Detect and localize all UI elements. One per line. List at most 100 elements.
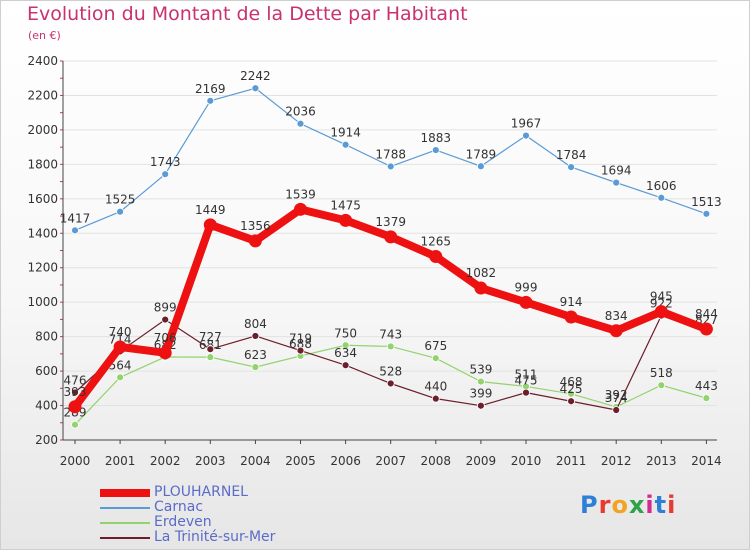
data-point-plouharnel: [519, 295, 533, 309]
legend-label: La Trinité-sur-Mer: [154, 529, 276, 545]
y-tick-label: 2000: [27, 123, 58, 137]
x-tick-label: 2001: [105, 454, 136, 468]
logo-letter: o: [611, 491, 629, 519]
data-label-erdeven: 539: [469, 363, 492, 377]
proxiti-logo: Proxiti: [580, 491, 676, 519]
data-label-plouharnel: 1265: [421, 235, 452, 249]
data-label-la-trinite-sur-mer: 634: [334, 346, 357, 360]
data-label-plouharnel: 1539: [285, 187, 316, 201]
data-label-erdeven: 743: [379, 327, 402, 341]
data-point-plouharnel: [248, 234, 262, 248]
data-label-erdeven: 468: [560, 375, 583, 389]
data-label-erdeven: 750: [334, 326, 357, 340]
x-tick-label: 2013: [646, 454, 677, 468]
data-point-erdeven: [71, 420, 79, 429]
x-tick-label: 2005: [285, 454, 316, 468]
data-point-carnac: [612, 178, 621, 187]
logo-letter: P: [580, 491, 599, 519]
data-point-plouharnel: [564, 310, 578, 324]
y-tick-label: 2200: [27, 88, 58, 102]
chart-subtitle: (en €): [28, 29, 61, 42]
data-point-plouharnel: [384, 230, 398, 244]
logo-letter: r: [598, 491, 612, 519]
data-label-la-trinite-sur-mer: 476: [64, 373, 87, 387]
x-tick-label: 2011: [556, 454, 587, 468]
data-point-la-trinite-sur-mer: [206, 345, 215, 354]
data-label-la-trinite-sur-mer: 922: [650, 297, 673, 311]
data-label-erdeven: 443: [695, 379, 718, 393]
data-label-carnac: 1606: [646, 179, 677, 193]
x-tick-label: 2009: [466, 454, 497, 468]
data-point-carnac: [657, 193, 666, 202]
line-chart: 200 400 600 800 1000 1200 1400 1600 1800 2000 2200…: [27, 54, 722, 468]
data-point-la-trinite-sur-mer: [71, 388, 79, 397]
data-point-plouharnel: [699, 322, 713, 336]
data-point-plouharnel: [294, 202, 307, 216]
y-tick-label: 1800: [27, 157, 58, 171]
data-label-plouharnel: 393: [64, 385, 87, 399]
data-label-plouharnel: 1379: [375, 215, 406, 229]
data-label-erdeven: 688: [289, 337, 312, 351]
data-point-erdeven: [341, 341, 350, 350]
data-label-carnac: 1788: [375, 147, 406, 161]
data-label-erdeven: 511: [515, 367, 538, 381]
data-label-carnac: 1784: [556, 148, 587, 162]
data-point-carnac: [341, 140, 350, 149]
data-point-erdeven: [702, 394, 711, 403]
data-label-erdeven: 681: [199, 338, 222, 352]
data-point-plouharnel: [113, 340, 127, 354]
x-tick-label: 2007: [375, 454, 406, 468]
logo-letter: i: [645, 491, 655, 519]
data-label-la-trinite-sur-mer: 899: [154, 301, 177, 315]
chart-title: Evolution du Montant de la Dette par Hab…: [27, 3, 468, 25]
data-label-carnac: 1914: [330, 126, 361, 140]
data-label-carnac: 1513: [691, 195, 722, 209]
data-label-la-trinite-sur-mer: 399: [469, 387, 492, 401]
legend-swatch: [100, 522, 150, 524]
x-tick-label: 2014: [691, 454, 722, 468]
data-label-carnac: 2242: [240, 69, 271, 83]
data-label-plouharnel: 1082: [466, 266, 497, 280]
y-tick-label: 1200: [27, 261, 58, 275]
data-label-la-trinite-sur-mer: 374: [605, 391, 628, 405]
data-label-carnac: 2169: [195, 82, 226, 96]
legend-label: PLOUHARNEL: [154, 484, 248, 500]
x-tick-label: 2008: [421, 454, 452, 468]
data-point-plouharnel: [158, 346, 172, 360]
logo-letter: x: [628, 491, 646, 519]
data-point-carnac: [476, 162, 485, 171]
x-tick-label: 2010: [511, 454, 542, 468]
data-label-la-trinite-sur-mer: 475: [515, 374, 538, 388]
data-point-carnac: [71, 226, 79, 235]
data-label-carnac: 1967: [511, 117, 542, 131]
y-tick-label: 1600: [27, 192, 58, 206]
data-label-la-trinite-sur-mer: 727: [199, 330, 222, 344]
y-tick-label: 2400: [27, 54, 58, 68]
data-label-carnac: 1417: [60, 211, 91, 225]
data-point-erdeven: [431, 354, 440, 363]
data-point-carnac: [296, 119, 305, 128]
data-point-carnac: [116, 207, 124, 216]
data-point-plouharnel: [68, 400, 82, 414]
data-point-plouharnel: [339, 213, 353, 227]
data-label-erdeven: 518: [650, 366, 673, 380]
data-label-carnac: 1525: [105, 193, 136, 207]
data-label-la-trinite-sur-mer: 425: [560, 382, 583, 396]
data-point-la-trinite-sur-mer: [612, 406, 621, 414]
data-label-plouharnel: 706: [154, 331, 177, 345]
data-point-carnac: [206, 96, 215, 105]
data-label-plouharnel: 914: [560, 295, 583, 309]
data-point-carnac: [161, 170, 170, 179]
y-tick-label: 600: [35, 364, 58, 378]
y-tick-label: 1000: [27, 295, 58, 309]
data-label-carnac: 1694: [601, 164, 632, 178]
legend-swatch: [100, 507, 150, 509]
data-label-plouharnel: 945: [650, 290, 673, 304]
data-label-plouharnel: 999: [515, 280, 538, 294]
data-label-la-trinite-sur-mer: 714: [109, 332, 132, 346]
data-point-la-trinite-sur-mer: [522, 388, 530, 397]
data-point-plouharnel: [654, 305, 668, 319]
data-point-erdeven: [116, 373, 124, 382]
data-label-plouharnel: 1449: [195, 203, 226, 217]
